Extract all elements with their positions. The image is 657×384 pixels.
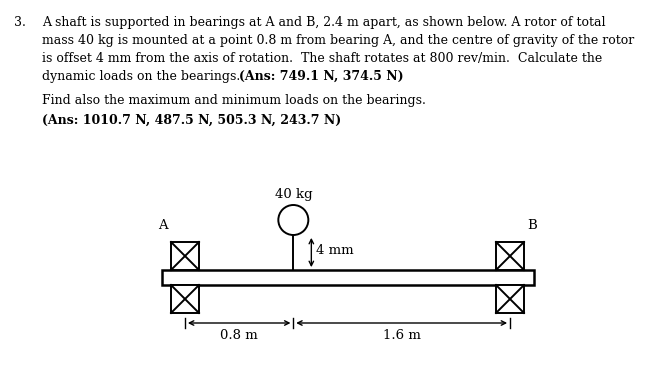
Circle shape — [279, 205, 308, 235]
Bar — [171, 285, 199, 313]
Text: B: B — [527, 219, 537, 232]
Text: 3.: 3. — [14, 16, 26, 29]
Bar — [162, 270, 534, 285]
Text: 1.6 m: 1.6 m — [383, 329, 420, 342]
Text: 0.8 m: 0.8 m — [220, 329, 258, 342]
Text: Find also the maximum and minimum loads on the bearings.: Find also the maximum and minimum loads … — [42, 94, 426, 107]
Text: (Ans: 749.1 N, 374.5 N): (Ans: 749.1 N, 374.5 N) — [239, 70, 403, 83]
Text: (Ans: 1010.7 N, 487.5 N, 505.3 N, 243.7 N): (Ans: 1010.7 N, 487.5 N, 505.3 N, 243.7 … — [42, 114, 341, 127]
Text: A: A — [158, 219, 168, 232]
Text: is offset 4 mm from the axis of rotation.  The shaft rotates at 800 rev/min.  Ca: is offset 4 mm from the axis of rotation… — [42, 52, 602, 65]
Text: 4 mm: 4 mm — [316, 244, 354, 257]
Bar — [171, 242, 199, 270]
Bar — [496, 285, 524, 313]
Text: 40 kg: 40 kg — [275, 188, 312, 201]
Text: mass 40 kg is mounted at a point 0.8 m from bearing A, and the centre of gravity: mass 40 kg is mounted at a point 0.8 m f… — [42, 34, 634, 47]
Text: A shaft is supported in bearings at A and B, 2.4 m apart, as shown below. A roto: A shaft is supported in bearings at A an… — [42, 16, 606, 29]
Text: dynamic loads on the bearings.: dynamic loads on the bearings. — [42, 70, 240, 83]
Bar — [496, 242, 524, 270]
